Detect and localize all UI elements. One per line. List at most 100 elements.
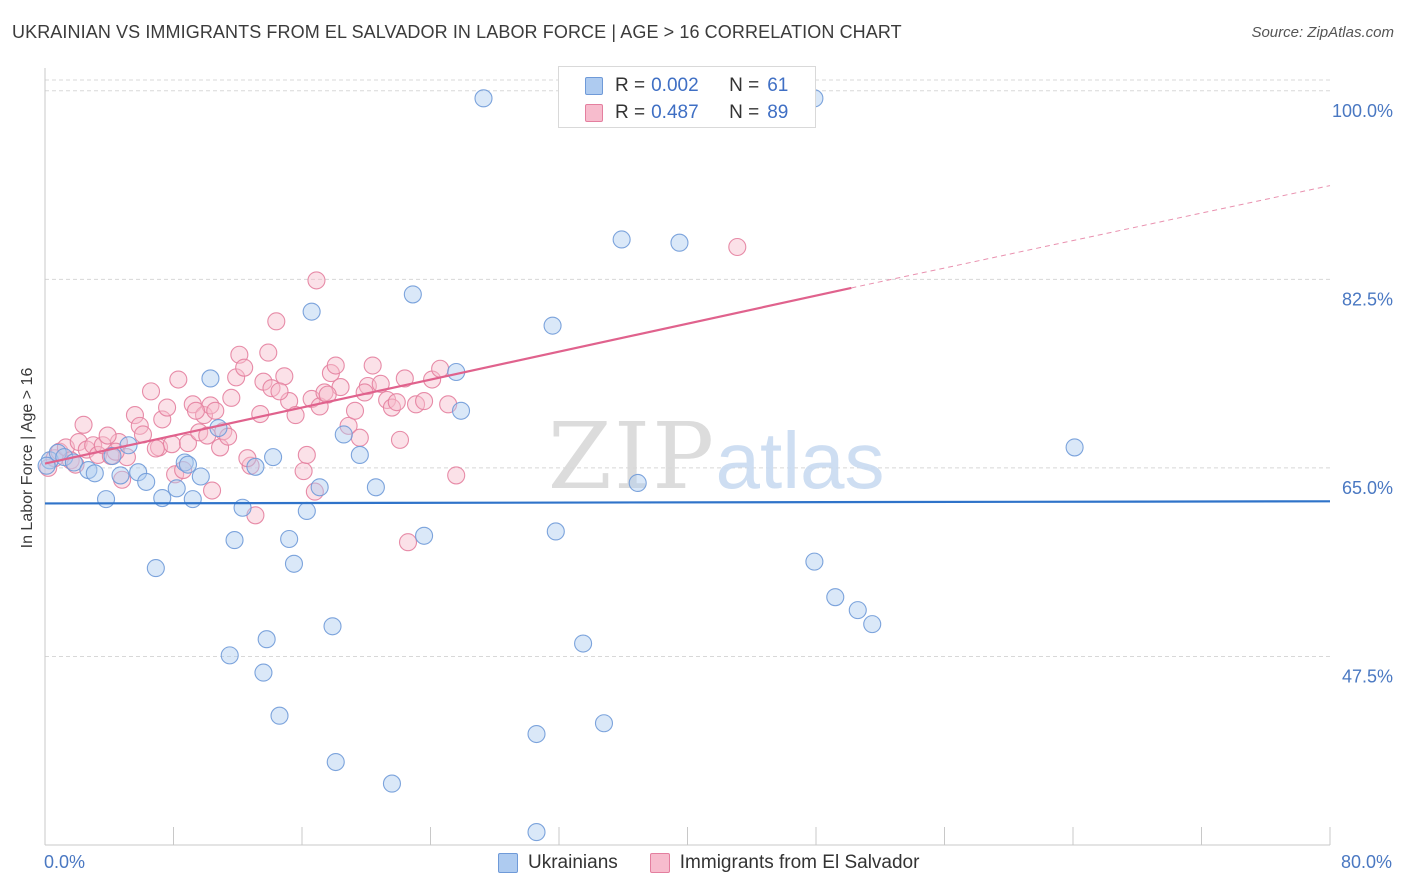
- ukrainian-point: [382, 774, 402, 793]
- el-salvador-point: [270, 382, 289, 401]
- ukrainian-trend-line: [44, 500, 1331, 505]
- watermark: ZIP atlas: [548, 403, 885, 510]
- el-salvador-point: [728, 237, 747, 257]
- y-axis-label: In Labor Force | Age > 16: [19, 367, 36, 549]
- x-min-label: 0.0%: [44, 852, 86, 872]
- r-label: R =: [615, 102, 646, 123]
- el-salvador-point: [235, 358, 254, 377]
- stats-row-ukrainians: R = 0.002 N = 61: [585, 73, 788, 99]
- ukrainian-point: [1065, 438, 1084, 457]
- ukrainian-point: [334, 425, 353, 444]
- ukrainian-point: [670, 233, 689, 252]
- watermark-zip: ZIP: [548, 403, 716, 510]
- stats-row-el-salvador: R = 0.487 N = 89: [585, 100, 788, 126]
- chart-title: UKRAINIAN VS IMMIGRANTS FROM EL SALVADOR…: [12, 22, 902, 42]
- ukrainian-point: [37, 456, 56, 475]
- el-salvador-point: [431, 359, 450, 378]
- el-salvador-point: [275, 367, 294, 386]
- ukrainian-point: [264, 448, 283, 467]
- x-max-label: 80.0%: [1340, 852, 1392, 872]
- ukrainian-point: [826, 588, 845, 607]
- ukrainian-point: [326, 752, 345, 772]
- source-label: Source: ZipAtlas.com: [1251, 24, 1394, 41]
- el-salvador-point: [345, 401, 365, 420]
- ukrainian-point: [167, 479, 186, 498]
- ukrainian-point: [310, 478, 329, 497]
- el-salvador-point: [98, 426, 117, 445]
- ukrainian-point: [302, 302, 321, 321]
- el-salvador-point: [125, 406, 144, 425]
- el-salvador-point: [267, 312, 286, 331]
- ukrainian-point: [628, 473, 647, 493]
- trend-lines: [44, 185, 1331, 505]
- el-salvador-point: [203, 481, 222, 500]
- r-value: 0.487: [651, 102, 699, 123]
- el-salvador-point: [153, 410, 172, 429]
- el-salvador-point: [141, 382, 161, 401]
- el-salvador-point: [206, 401, 225, 420]
- ukrainian-point: [451, 401, 471, 420]
- ukrainian-point: [103, 446, 122, 466]
- el-salvador-point: [158, 398, 177, 417]
- n-value: 89: [767, 102, 789, 123]
- el-salvador-point: [294, 462, 313, 481]
- ukrainian-point: [403, 285, 422, 304]
- ukrainian-point: [233, 498, 252, 517]
- el-salvador-point: [415, 392, 434, 411]
- el-salvador-point: [382, 398, 402, 417]
- el-salvador-point: [174, 460, 193, 480]
- pink-swatch: [585, 104, 603, 122]
- y-tick-label: 100.0%: [1332, 101, 1393, 121]
- ukrainian-point: [323, 617, 342, 636]
- el-salvador-point: [251, 404, 270, 424]
- ukrainian-point: [474, 89, 493, 108]
- el-salvador-point: [390, 430, 410, 449]
- el-salvador-point: [169, 370, 188, 389]
- ukrainian-point: [96, 490, 116, 509]
- ukrainian-point: [805, 552, 824, 571]
- n-value: 61: [767, 75, 789, 96]
- legend-item-ukrainians[interactable]: Ukrainians: [498, 852, 618, 874]
- ukrainian-point: [527, 724, 546, 744]
- el-salvador-trend-extension: [851, 185, 1331, 289]
- el-salvador-point: [350, 428, 369, 447]
- y-tick-label: 82.5%: [1342, 289, 1393, 309]
- blue-swatch: [585, 77, 603, 95]
- watermark-atlas: atlas: [716, 416, 885, 505]
- ukrainian-point: [297, 501, 316, 521]
- pink-points: [39, 237, 747, 552]
- ukrainian-point: [594, 714, 614, 733]
- series-legend: Ukrainians Immigrants from El Salvador: [498, 852, 951, 874]
- ukrainian-point: [270, 706, 289, 725]
- ukrainian-point: [201, 369, 220, 388]
- ukrainian-point: [350, 445, 369, 465]
- el-salvador-point: [186, 401, 206, 420]
- ukrainian-point: [111, 466, 130, 485]
- legend-item-el-salvador[interactable]: Immigrants from El Salvador: [649, 852, 920, 874]
- el-salvador-point: [259, 343, 278, 362]
- el-salvador-point: [395, 369, 414, 388]
- el-salvador-point: [222, 388, 241, 407]
- ukrainian-point: [220, 646, 239, 665]
- ukrainian-point: [246, 457, 265, 476]
- blue-swatch: [498, 853, 518, 873]
- n-label: N =: [729, 75, 760, 96]
- ukrainian-point: [254, 663, 273, 682]
- r-label: R =: [615, 75, 646, 96]
- ukrainian-point: [415, 526, 434, 545]
- ukrainian-point: [257, 630, 276, 649]
- el-salvador-point: [387, 393, 406, 412]
- ukrainian-point: [175, 453, 194, 472]
- ukrainian-point: [546, 522, 565, 541]
- ukrainian-point: [366, 478, 385, 497]
- axes: [44, 68, 1331, 846]
- legend-label: Ukrainians: [528, 852, 618, 873]
- y-tick-labels: 47.5% 65.0% 82.5% 100.0%: [1332, 101, 1393, 687]
- ukrainian-point: [284, 554, 304, 573]
- ukrainian-point: [183, 490, 202, 509]
- legend-label: Immigrants from El Salvador: [679, 852, 920, 873]
- ukrainian-point: [612, 230, 631, 249]
- el-salvador-point: [74, 415, 93, 434]
- el-salvador-point: [363, 356, 382, 375]
- el-salvador-point: [194, 406, 214, 425]
